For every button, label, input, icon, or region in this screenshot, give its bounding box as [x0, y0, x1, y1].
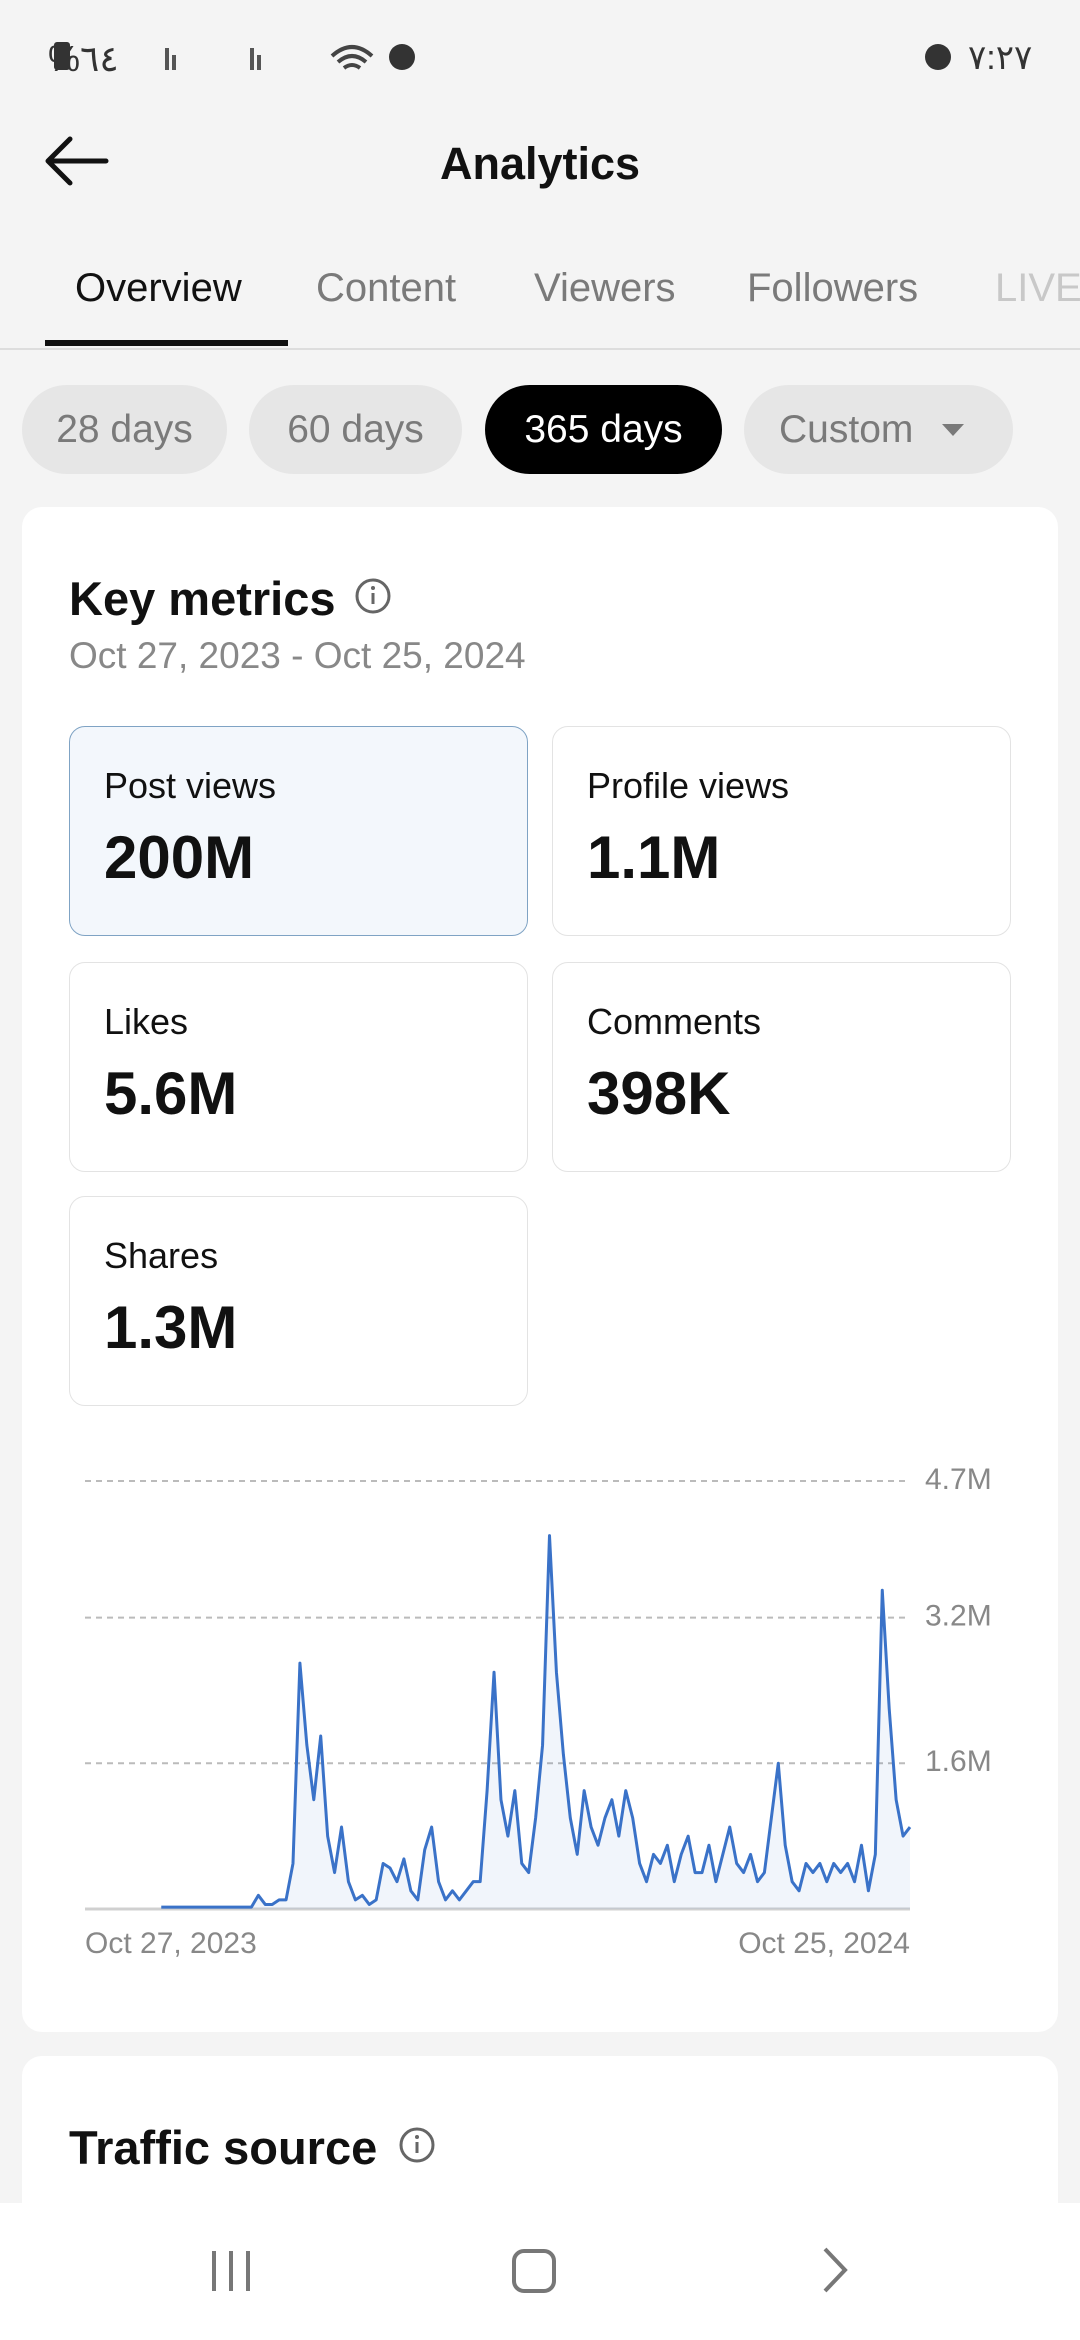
metric-label: Post views: [104, 765, 277, 806]
home-button[interactable]: [512, 2249, 556, 2293]
metric-tile[interactable]: Profile views 1.1M: [552, 726, 1011, 936]
area: [161, 1535, 910, 1909]
x-tick-label: Oct 25, 2024: [738, 1927, 910, 1960]
range-chip[interactable]: 60 days: [249, 385, 462, 474]
metric-tile[interactable]: Post views 200M: [69, 726, 528, 936]
range-chip[interactable]: 28 days: [22, 385, 227, 474]
back-button[interactable]: [44, 136, 114, 186]
clock: ٧:٢٧: [968, 39, 1033, 77]
y-tick-label: 3.2M: [925, 1600, 992, 1633]
metric-label: Comments: [587, 1001, 762, 1042]
y-tick-label: 1.6M: [925, 1745, 992, 1778]
metric-value: 5.6M: [104, 1060, 238, 1127]
divider: [0, 348, 1080, 350]
status-icons: [54, 42, 951, 70]
metric-label: Profile views: [587, 765, 790, 806]
range-chip[interactable]: Custom: [744, 385, 1013, 474]
section-title: Traffic source: [69, 2121, 378, 2174]
tab-indicator: [45, 340, 288, 346]
tab[interactable]: Followers: [747, 266, 919, 310]
metric-value: 1.1M: [587, 824, 721, 891]
line: [161, 1534, 912, 1909]
navigation-bar: [0, 2203, 1080, 2340]
tab[interactable]: LIVE: [995, 266, 1080, 310]
chart: 1.6M 3.2M 4.7M Oct 27, 2023 Oct 25, 2024: [85, 1463, 992, 1960]
metric-value: 398K: [587, 1060, 731, 1127]
metric-tile[interactable]: Comments 398K: [552, 962, 1011, 1172]
metric-tile[interactable]: Shares 1.3M: [69, 1196, 528, 1406]
back-nav-button[interactable]: [823, 2247, 848, 2293]
tab[interactable]: Overview: [75, 266, 242, 310]
chip-label: Custom: [779, 407, 914, 451]
metric-label: Shares: [104, 1235, 219, 1276]
info-icon[interactable]: [397, 2125, 437, 2165]
metric-value: 200M: [104, 824, 255, 891]
tab[interactable]: Viewers: [534, 266, 676, 310]
metric-label: Likes: [104, 1001, 189, 1042]
page-title: Analytics: [439, 138, 641, 189]
section-title: Key metrics: [69, 572, 336, 625]
info-icon[interactable]: [353, 576, 393, 616]
tab[interactable]: Content: [316, 266, 457, 310]
date-range: Oct 27, 2023 - Oct 25, 2024: [69, 635, 526, 676]
dropdown-icon: [942, 423, 965, 436]
x-tick-label: Oct 27, 2023: [85, 1927, 257, 1960]
y-tick-label: 4.7M: [925, 1463, 992, 1496]
metric-value: 1.3M: [104, 1294, 238, 1361]
recents-button[interactable]: [212, 2251, 250, 2291]
range-chip[interactable]: 365 days: [485, 385, 722, 474]
metric-tile[interactable]: Likes 5.6M: [69, 962, 528, 1172]
